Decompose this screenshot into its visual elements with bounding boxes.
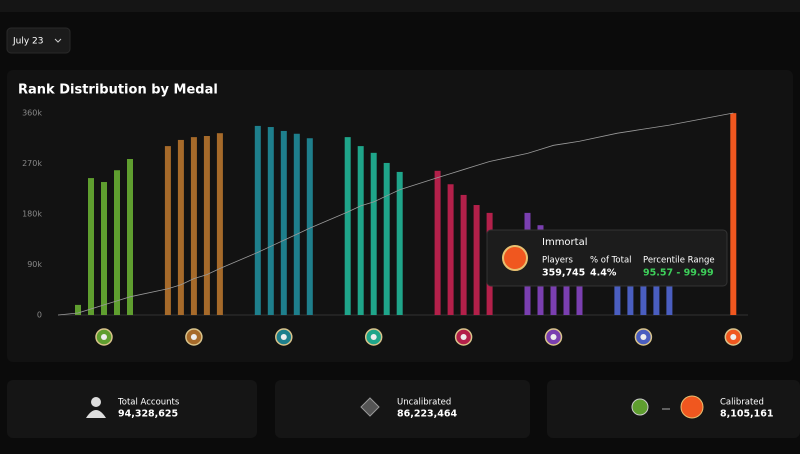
tooltip-label: Players	[542, 256, 573, 266]
stat-card: Total Accounts 94,328,625	[7, 380, 257, 438]
user-icon	[91, 397, 101, 407]
bar	[627, 261, 634, 315]
bar	[293, 133, 300, 315]
bar	[88, 178, 94, 315]
stat-label: Uncalibrated	[397, 398, 451, 408]
stat-value: 8,105,161	[720, 409, 774, 420]
dropdown-label[interactable]: July 23	[12, 37, 44, 47]
bar	[101, 182, 107, 315]
bar	[267, 127, 274, 316]
y-tick-label: 180k	[22, 210, 42, 219]
bar	[177, 139, 184, 315]
bar	[254, 125, 261, 316]
tooltip: Immortal Players 359,745 % of Total 4.4%…	[486, 229, 728, 287]
tooltip-box	[486, 229, 728, 287]
bar	[640, 264, 647, 315]
y-tick-label: 270k	[22, 159, 42, 168]
tooltip-title: Immortal	[542, 237, 588, 248]
bar	[396, 171, 403, 315]
card-box	[7, 380, 257, 438]
date-dropdown[interactable]: July 23	[6, 27, 71, 54]
dropdown-caret	[54, 38, 62, 43]
bar	[730, 113, 737, 315]
bar	[127, 159, 133, 315]
herald-icon	[631, 398, 649, 416]
bar	[666, 272, 673, 315]
bar	[306, 138, 313, 315]
tooltip-value: 4.4%	[590, 268, 617, 279]
stat-card: Calibrated 8,105,161	[547, 380, 800, 438]
card-box	[275, 380, 530, 438]
medal-gem	[370, 334, 377, 340]
stat-label: Total Accounts	[117, 398, 180, 408]
immortal-icon	[680, 395, 704, 419]
bar	[114, 170, 120, 315]
bar	[460, 194, 467, 315]
bar	[447, 184, 454, 315]
stat-value: 86,223,464	[397, 409, 457, 420]
bar	[203, 136, 210, 315]
tooltip-value: 359,745	[542, 268, 585, 279]
bar	[280, 130, 287, 315]
y-tick-label: 90k	[27, 260, 42, 269]
bar	[344, 137, 351, 315]
medal-icons	[95, 328, 743, 346]
y-tick-label: 0	[37, 311, 42, 320]
bar	[473, 205, 480, 315]
chart-title: Rank Distribution by Medal	[18, 83, 218, 98]
user-icon	[86, 410, 106, 418]
bar	[75, 304, 81, 315]
uncalibrated-icon	[360, 397, 380, 417]
medal-gem	[101, 334, 107, 340]
bar	[190, 137, 197, 315]
tooltip-medal	[502, 245, 528, 271]
bar	[614, 258, 621, 315]
bar	[164, 146, 171, 315]
medal-gem	[190, 334, 197, 340]
bar	[370, 152, 377, 315]
bar	[434, 170, 441, 315]
medal-gem	[730, 334, 737, 340]
top-bar	[0, 0, 800, 12]
bar	[653, 267, 660, 315]
y-tick-label: 360k	[22, 109, 42, 118]
tooltip-label: Percentile Range	[643, 256, 715, 266]
medal-gem	[460, 334, 467, 340]
card-box	[547, 380, 800, 438]
cumulative-line	[57, 112, 734, 316]
bar	[216, 133, 223, 315]
dropdown-box[interactable]	[6, 27, 71, 54]
medal-gem	[280, 334, 287, 340]
tooltip-value: 95.57 - 99.99	[643, 268, 714, 279]
medal-gem	[550, 334, 557, 340]
bar	[383, 162, 390, 315]
stat-value: 94,328,625	[118, 409, 178, 420]
bar	[357, 146, 364, 315]
stat-label: Calibrated	[720, 398, 764, 408]
stat-card: Uncalibrated 86,223,464	[275, 380, 530, 438]
medal-gem	[640, 334, 647, 340]
tooltip-label: % of Total	[590, 256, 632, 266]
